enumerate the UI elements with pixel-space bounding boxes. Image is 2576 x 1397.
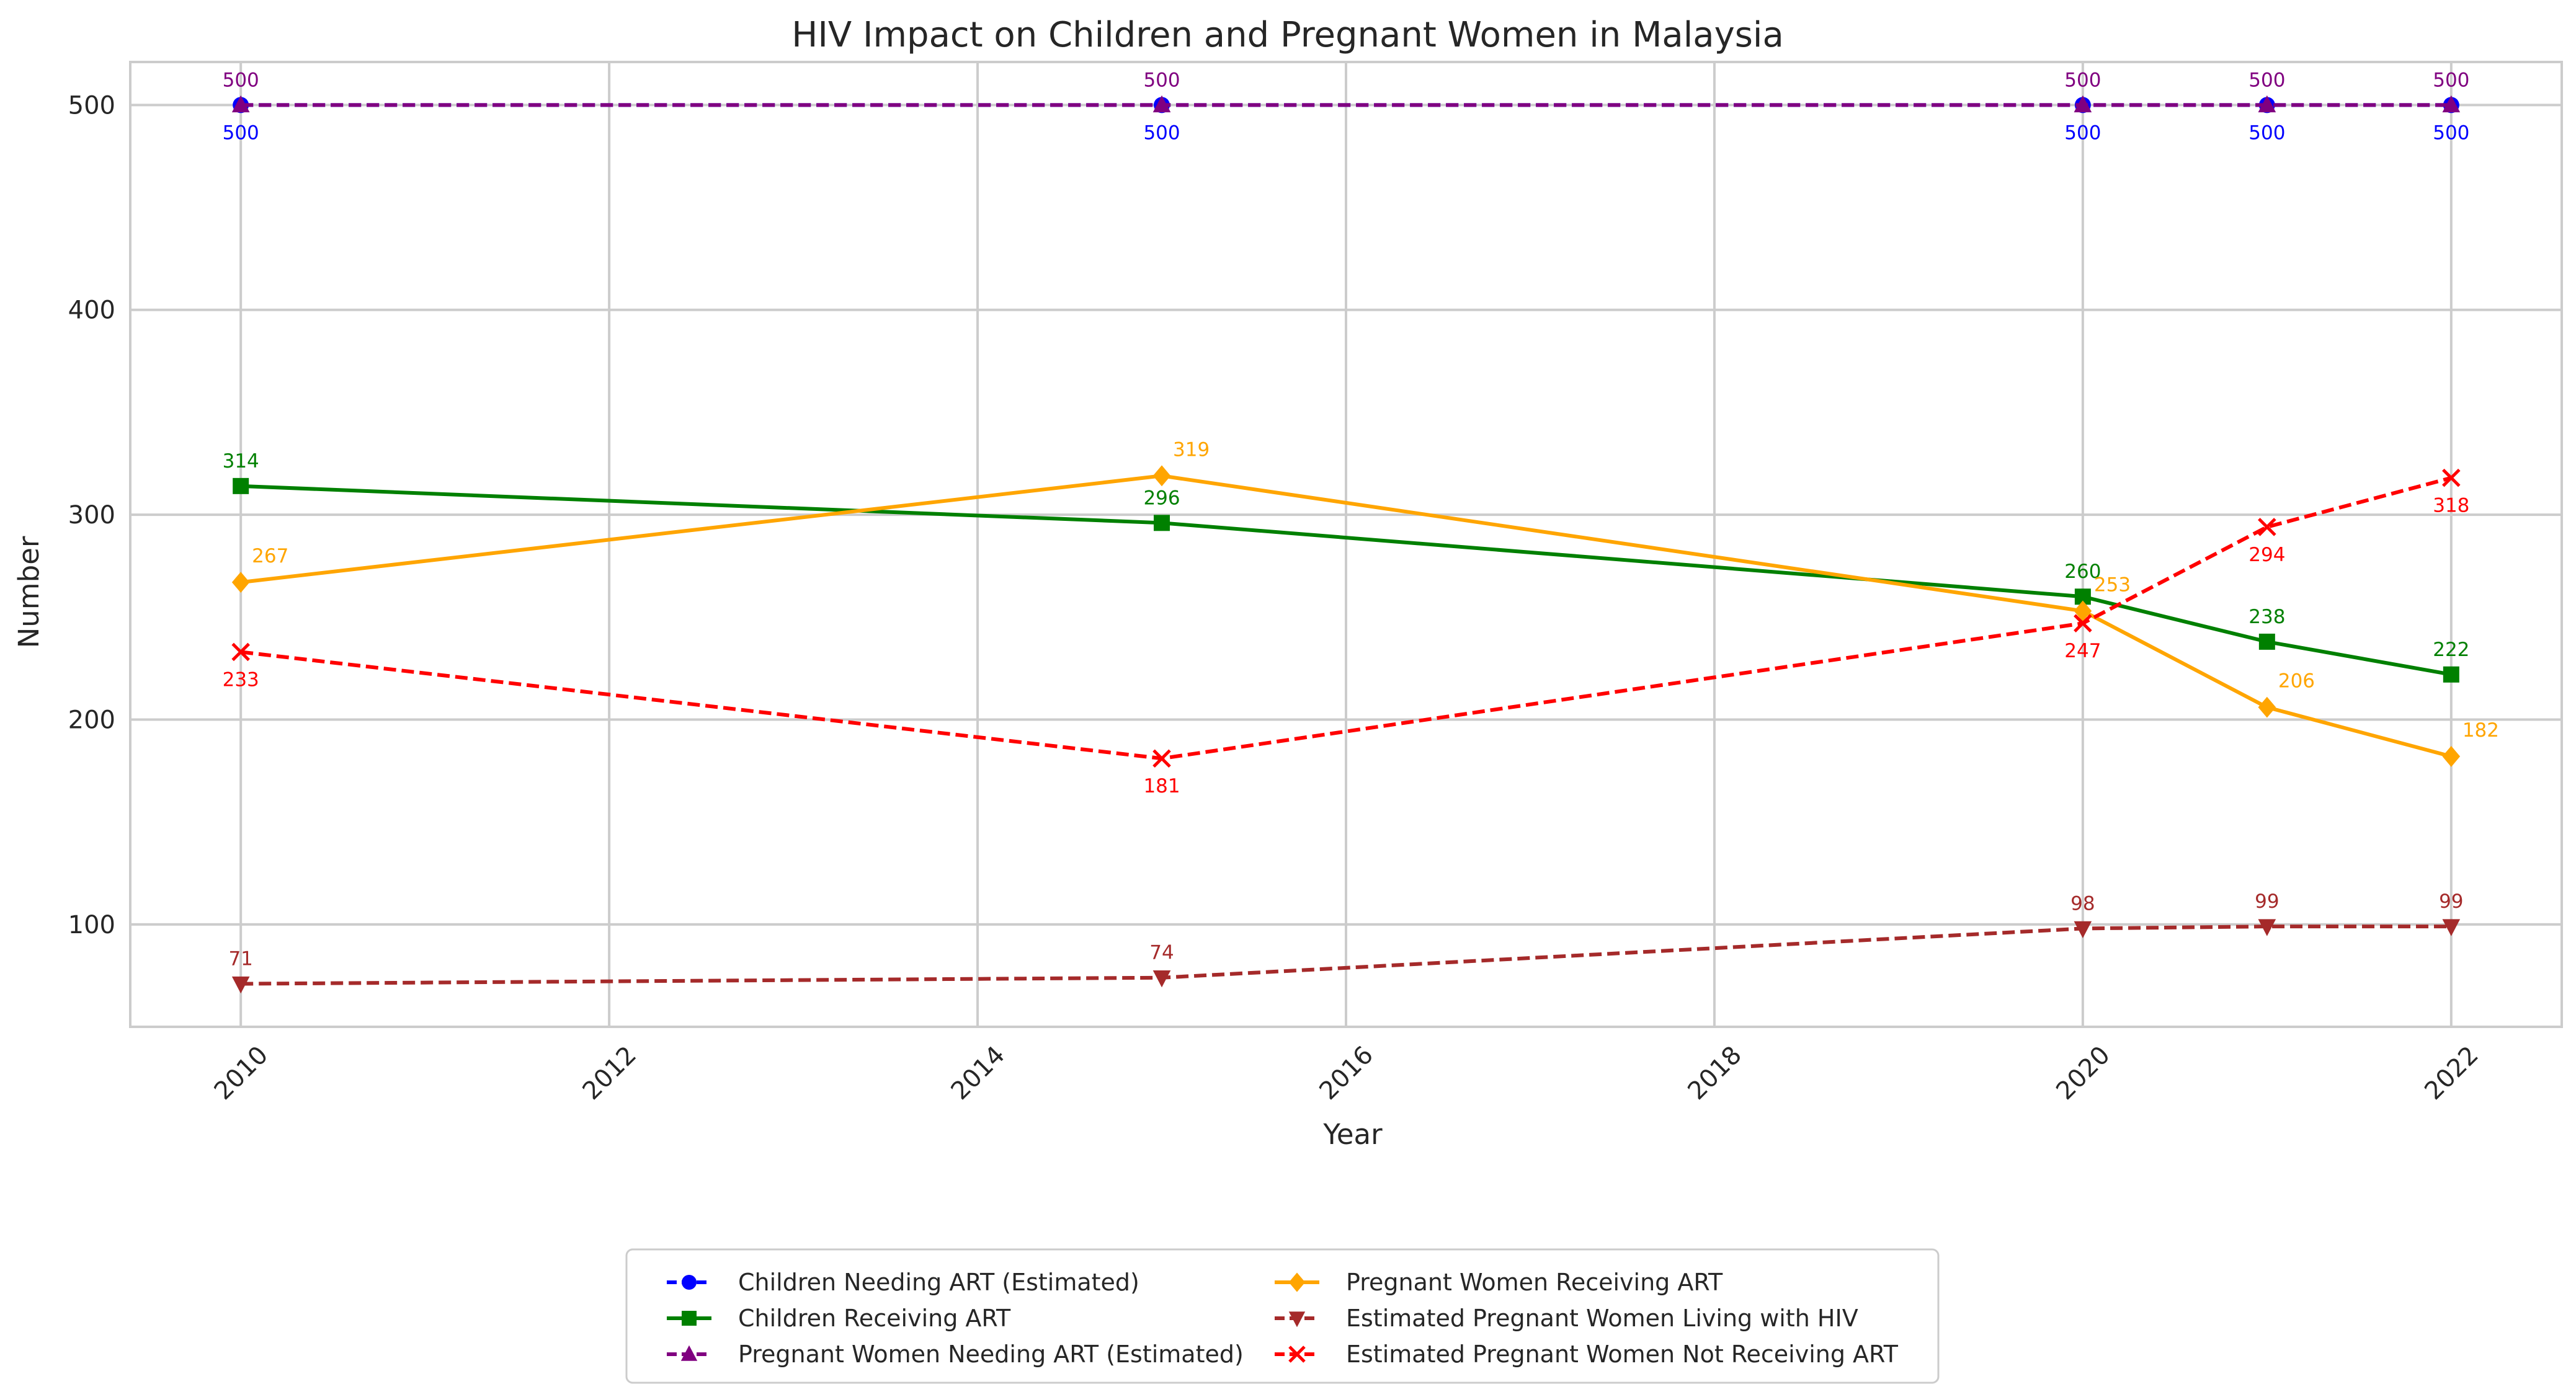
data-label: 500 [1143,122,1180,144]
legend-item: Children Needing ART (Estimated) [667,1269,1139,1296]
data-label: 260 [2064,561,2101,583]
legend-item: Estimated Pregnant Women Not Receiving A… [1275,1341,1899,1368]
x-axis-label: Year [1322,1118,1383,1151]
y-tick-label: 400 [68,296,115,325]
data-point-marker [2443,666,2459,683]
data-label: 500 [2064,69,2101,91]
data-point-marker [2442,919,2461,936]
data-label: 181 [1143,775,1180,797]
data-label: 500 [2433,122,2469,144]
data-label: 500 [2248,69,2285,91]
data-point-marker [231,572,250,593]
data-point-marker [1152,95,1171,113]
data-label: 500 [2248,122,2285,144]
data-label: 267 [252,545,288,567]
data-label: 206 [2278,670,2315,693]
legend: Children Needing ART (Estimated) Children… [625,1248,1940,1384]
data-point-marker [2074,614,2092,632]
chart-title: HIV Impact on Children and Pregnant Wome… [791,15,1784,55]
data-point-marker [231,95,250,113]
data-label: 253 [2094,574,2131,596]
legend-label: Children Needing ART (Estimated) [738,1269,1139,1296]
data-point-marker [1154,515,1170,531]
series-group: 233 181 247 294 318 [223,468,2469,797]
data-point-marker [682,1275,697,1290]
data-label: 74 [1149,942,1174,964]
data-label: 318 [2433,495,2469,517]
data-point-marker [1288,1311,1306,1328]
plot-frame [129,61,2563,1028]
series-group: 500 500 500 500 500 [223,69,2469,113]
data-point-marker [1152,749,1171,768]
data-point-marker [233,477,249,494]
data-point-marker [682,1311,697,1326]
data-point-marker [1152,970,1171,988]
data-point-marker [231,642,250,662]
data-label: 500 [2064,122,2101,144]
y-tick-label: 200 [68,706,115,734]
legend-item: Pregnant Women Needing ART (Estimated) [667,1341,1244,1368]
data-label: 500 [2433,69,2469,91]
legend-item: Children Receiving ART [667,1305,1011,1332]
data-label: 182 [2462,719,2499,742]
y-tick-label: 300 [68,501,115,530]
y-tick-label: 500 [68,91,115,120]
data-label: 99 [2255,890,2279,913]
data-point-marker [2074,600,2092,622]
legend-item: Pregnant Women Receiving ART [1275,1269,1723,1296]
data-label: 98 [2070,892,2095,915]
data-label: 247 [2064,640,2101,662]
data-point-marker [2442,95,2461,113]
data-label: 222 [2433,639,2469,661]
data-point-marker [2442,468,2461,487]
data-label: 314 [223,450,259,472]
data-label: 99 [2439,890,2463,913]
data-label: 71 [228,948,252,970]
legend-label: Pregnant Women Receiving ART [1346,1269,1723,1296]
legend-item: Estimated Pregnant Women Living with HIV [1275,1305,1858,1332]
data-point-marker [2258,95,2276,113]
data-label: 500 [1143,69,1180,91]
data-point-marker [2442,746,2461,767]
data-point-marker [231,976,250,994]
data-point-marker [2258,696,2276,718]
y-tick-label: 100 [68,911,115,939]
series-group: 71 74 98 99 99 [228,890,2464,994]
y-axis-label: Number [12,536,45,648]
data-label: 319 [1173,438,1210,461]
data-label: 233 [223,668,259,691]
legend-label: Estimated Pregnant Women Not Receiving A… [1346,1341,1899,1368]
data-label: 500 [223,122,259,144]
data-point-marker [2074,921,2092,939]
data-label: 238 [2248,606,2285,628]
legend-label: Children Receiving ART [738,1305,1011,1332]
legend-box [625,1248,1940,1384]
data-point-marker [2074,95,2092,113]
data-point-marker [2258,518,2276,536]
data-label: 296 [1143,487,1180,509]
data-point-marker [1288,1272,1306,1292]
legend-label: Estimated Pregnant Women Living with HIV [1346,1305,1858,1332]
series-group: 267 319 253 206 182 [231,438,2499,767]
legend-label: Pregnant Women Needing ART (Estimated) [738,1341,1244,1368]
data-point-marker [2258,919,2276,936]
data-point-marker [680,1345,698,1361]
data-label: 500 [223,69,259,91]
data-point-marker [2258,633,2275,650]
data-point-marker [1288,1346,1306,1363]
data-label: 294 [2248,544,2285,566]
data-point-marker [1152,465,1171,487]
